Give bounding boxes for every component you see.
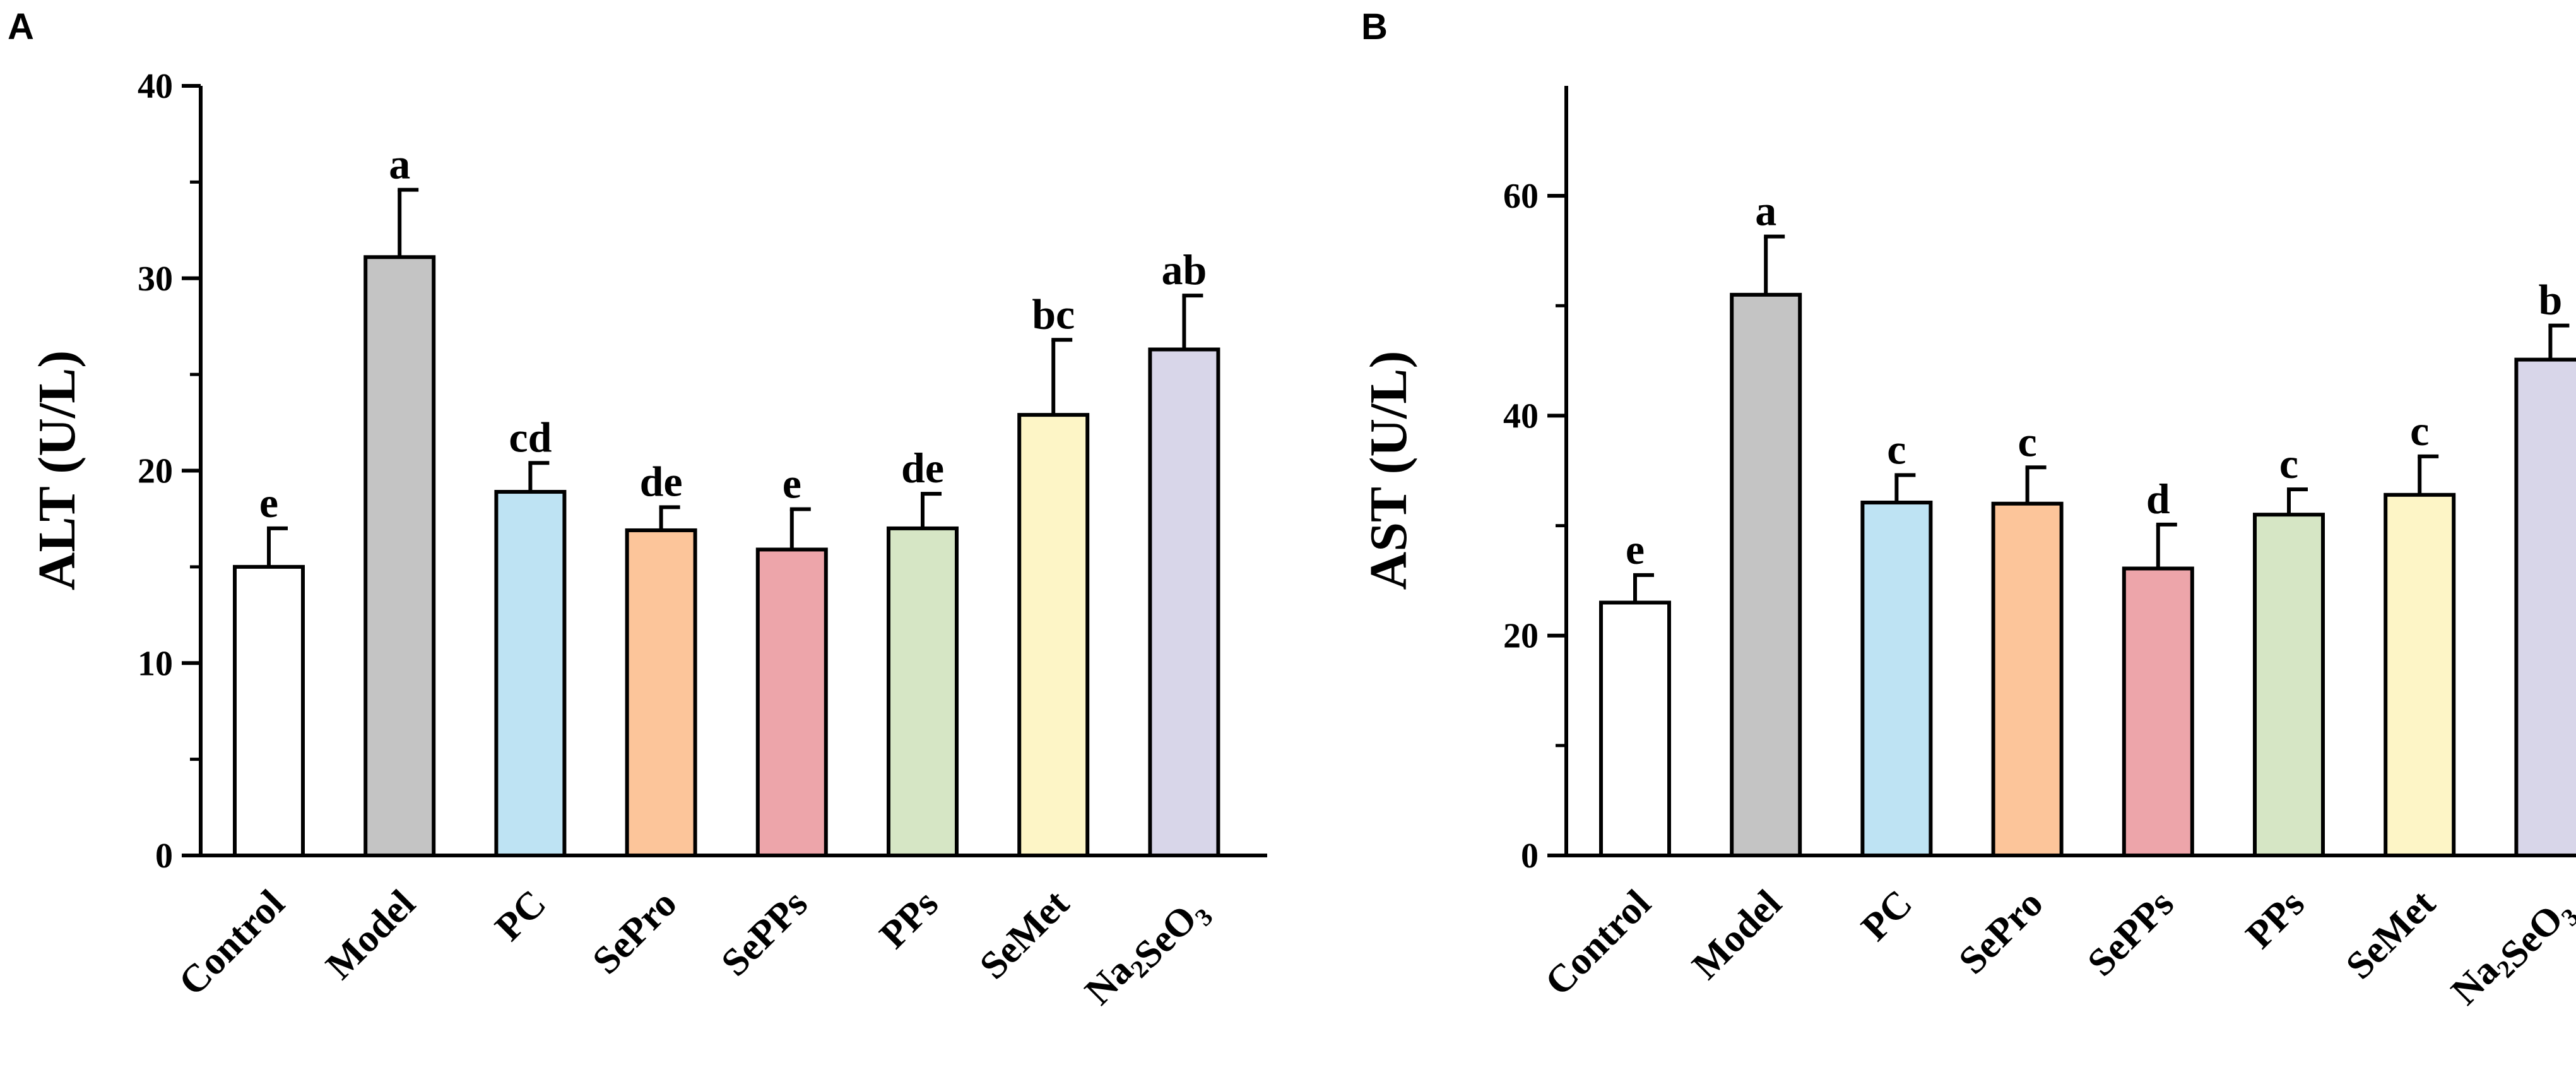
y-tick-label: 40	[138, 67, 173, 106]
panel-label-a: A	[8, 6, 34, 47]
significance-label: e	[259, 479, 278, 527]
category-label: PPs	[2238, 882, 2313, 957]
significance-label: c	[2018, 417, 2037, 465]
y-tick-label: 0	[1521, 837, 1539, 876]
category-label: PPs	[871, 882, 947, 957]
significance-label: de	[640, 457, 683, 505]
category-label: SeMet	[2338, 882, 2444, 988]
y-axis-title: ALT (U/L)	[28, 350, 86, 590]
significance-label: a	[1755, 187, 1776, 235]
bar	[363, 255, 436, 858]
significance-label: e	[783, 459, 801, 507]
significance-label: d	[2146, 475, 2170, 523]
y-tick-label: 20	[1503, 617, 1539, 656]
category-label: SePPs	[713, 882, 816, 985]
bar	[233, 564, 305, 857]
bar	[1017, 413, 1090, 857]
bar	[755, 547, 828, 857]
y-tick-label: 60	[1503, 177, 1539, 216]
category-label: SePro	[584, 882, 685, 982]
bar	[1599, 600, 1671, 857]
bar	[1860, 501, 1933, 857]
significance-label: b	[2538, 276, 2562, 324]
category-label: Control	[170, 882, 292, 1004]
bar	[2122, 566, 2194, 857]
bar	[1730, 292, 1802, 858]
category-label: SePPs	[2079, 882, 2182, 985]
category-label: Na2SeO3	[1077, 882, 1218, 1023]
significance-label: cd	[509, 413, 552, 461]
bar	[2253, 513, 2325, 857]
y-tick-label: 40	[1503, 396, 1539, 436]
significance-label: e	[1626, 525, 1645, 573]
bar	[2384, 492, 2456, 857]
significance-label: c	[2410, 407, 2429, 455]
y-tick-label: 30	[138, 259, 173, 299]
significance-label: c	[1887, 425, 1906, 473]
significance-label: a	[389, 140, 410, 188]
panel-b: B 0 20 40 60 AST (U/L) e Control a Model c PC c SePr…	[1359, 6, 2576, 1023]
bar	[887, 526, 959, 857]
category-label: Model	[318, 882, 423, 987]
bar	[1991, 501, 2064, 857]
category-label: PC	[487, 882, 555, 950]
significance-label: bc	[1032, 290, 1075, 338]
bar	[494, 490, 567, 857]
category-label: SeMet	[972, 882, 1078, 988]
panel-a: A 0 10 20 30 40 ALT (U/L) e Control a Model cd PC de…	[8, 6, 1267, 1023]
bar	[625, 528, 697, 857]
category-label: Model	[1684, 882, 1790, 987]
significance-label: ab	[1161, 246, 1207, 294]
bar	[1148, 347, 1220, 857]
significance-label: c	[2279, 439, 2298, 487]
y-tick-label: 10	[138, 644, 173, 683]
category-label: PC	[1853, 882, 1921, 950]
y-tick-label: 20	[138, 452, 173, 491]
category-label: Na2SeO3	[2443, 882, 2576, 1023]
bar	[2514, 357, 2576, 857]
panel-label-b: B	[1361, 6, 1388, 47]
y-tick-label: 0	[155, 837, 173, 876]
y-axis-title: AST (U/L)	[1359, 351, 1418, 590]
category-label: Control	[1537, 882, 1658, 1004]
significance-label: de	[901, 444, 944, 492]
category-label: SePro	[1951, 882, 2051, 982]
